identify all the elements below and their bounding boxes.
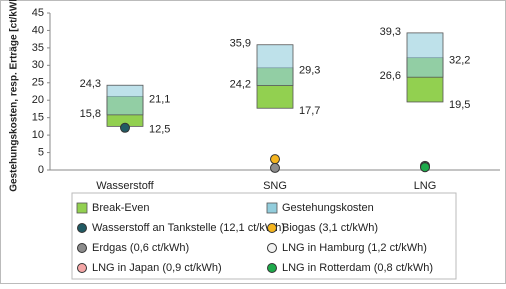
value-label: 39,3 [380,26,401,38]
legend-label: LNG in Hamburg (1,2 ct/kWh) [282,242,427,254]
legend-label: LNG in Rotterdam (0,8 ct/kWh) [282,262,433,274]
legend-swatch [266,202,278,214]
value-label: 12,5 [149,123,170,135]
legend-swatch [76,202,88,214]
value-label: 24,3 [80,78,101,90]
bar [256,44,294,86]
y-tick-label: 30 [32,59,44,71]
value-label: 15,8 [80,108,101,120]
marker [270,154,280,165]
legend-box [71,192,457,280]
value-label: 19,5 [449,99,470,111]
value-label: 32,2 [449,55,470,67]
legend-label: LNG in Japan (0,9 ct/kWh) [92,262,222,274]
y-tick-label: 25 [32,77,44,89]
bar [106,84,144,116]
y-tick-label: 0 [38,164,44,176]
marker [120,122,130,133]
legend-label: Erdgas (0,6 ct/kWh) [92,242,189,254]
legend-swatch [267,263,277,273]
x-tick-label: SNG [263,180,287,192]
bar [406,32,444,78]
marker [420,162,430,173]
y-tick-label: 10 [32,129,44,141]
legend-label: Biogas (3,1 ct/kWh) [282,222,378,234]
legend-swatch [77,243,87,253]
legend-swatch [267,243,277,253]
legend-label: Break-Even [92,202,149,214]
legend-swatch [77,223,87,233]
value-label: 26,6 [380,70,401,82]
y-tick-label: 20 [32,94,44,106]
legend-swatch [267,223,277,233]
legend-swatch [77,263,87,273]
value-label: 17,7 [299,105,320,117]
value-label: 29,3 [299,65,320,77]
x-tick-label: LNG [414,180,437,192]
marker [270,162,280,173]
y-tick-label: 15 [32,112,44,124]
y-tick-label: 5 [38,146,44,158]
y-tick-label: 35 [32,42,44,54]
legend-label: Wasserstoff an Tankstelle (12,1 ct/kWh) [92,222,285,234]
y-tick-label: 45 [32,7,44,19]
y-axis-label: Gestehungskosten, resp. Erträge [ct/kWh] [9,0,20,192]
value-label: 21,1 [149,93,170,105]
value-label: 35,9 [230,38,251,50]
legend-label: Gestehungskosten [282,202,374,214]
value-label: 24,2 [230,78,251,90]
x-tick-label: Wasserstoff [96,180,154,192]
y-tick-label: 40 [32,24,44,36]
